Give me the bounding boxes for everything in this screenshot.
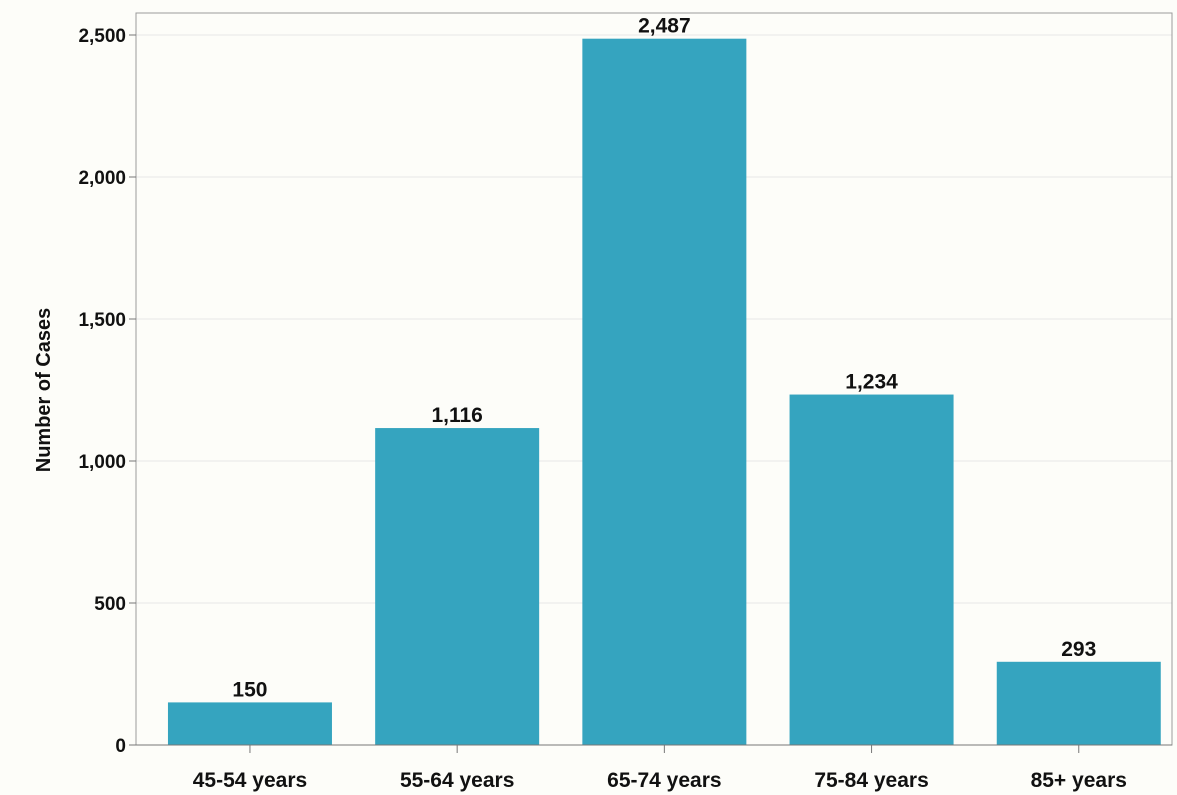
- x-tick-label: 85+ years: [1031, 769, 1127, 792]
- x-tick-label: 75-84 years: [814, 769, 928, 792]
- x-tick-label: 45-54 years: [193, 769, 307, 792]
- data-label: 1,234: [845, 371, 898, 394]
- bar: [375, 428, 540, 745]
- data-label: 293: [1061, 638, 1096, 661]
- bar: [167, 702, 332, 745]
- y-tick-label: 1,500: [78, 310, 126, 331]
- bar: [789, 394, 954, 745]
- data-label: 1,116: [431, 404, 482, 427]
- y-tick-label: 2,500: [78, 26, 126, 47]
- bars: [167, 38, 1161, 745]
- y-tick-label: 500: [94, 594, 126, 615]
- y-tick-label: 0: [115, 736, 126, 757]
- y-tick-label: 2,000: [78, 168, 126, 189]
- bar: [996, 661, 1161, 745]
- y-tick-label: 1,000: [78, 452, 126, 473]
- data-label: 2,487: [638, 15, 691, 38]
- x-tick-label: 65-74 years: [607, 769, 721, 792]
- bar: [582, 38, 747, 745]
- data-labels: 150 1,116 2,487 1,234 293: [232, 15, 1096, 702]
- x-axis: 45-54 years 55-64 years 65-74 years 75-84 y…: [136, 744, 1172, 792]
- x-tick-label: 55-64 years: [400, 769, 514, 792]
- data-label: 150: [232, 678, 267, 701]
- y-axis-title: Number of Cases: [33, 308, 55, 473]
- y-axis: 0 500 1,000 1,500 2,000 2,500: [78, 26, 136, 757]
